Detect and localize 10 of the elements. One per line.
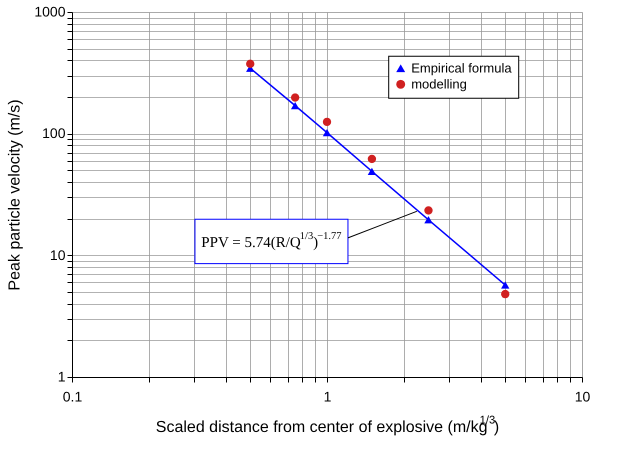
legend-label: Empirical formula — [411, 60, 512, 76]
x-tick-label: 0.1 — [62, 388, 82, 404]
legend-label: modelling — [411, 76, 467, 92]
x-tick-label: 1 — [324, 388, 332, 404]
y-axis-title: Peak particle velocity (m/s) — [6, 99, 24, 291]
y-tick-label: 100 — [42, 125, 66, 142]
y-tick-label: 1 — [58, 368, 66, 384]
y-tick-label: 1000 — [34, 4, 66, 20]
x-tick-label: 10 — [574, 388, 590, 404]
y-tick-label: 10 — [50, 246, 66, 263]
